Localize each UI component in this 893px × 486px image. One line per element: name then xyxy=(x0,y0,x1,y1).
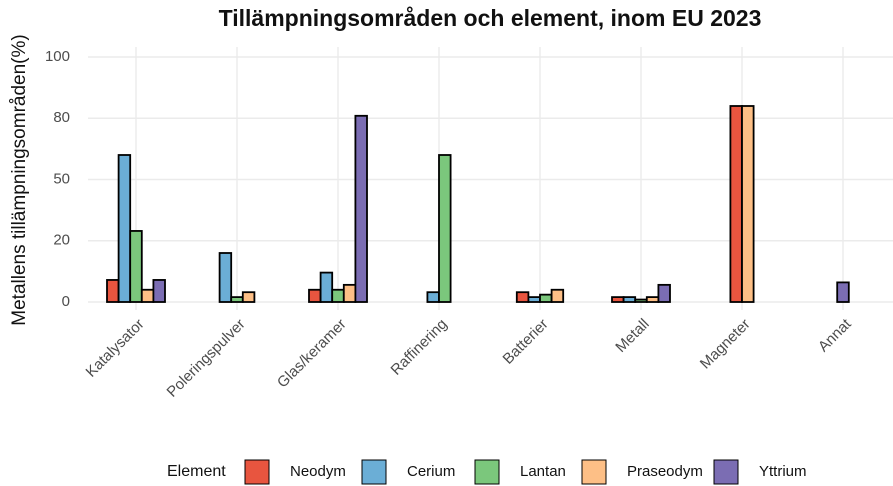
bar xyxy=(342,283,357,303)
x-tick-label: Metall xyxy=(612,316,652,356)
bar xyxy=(218,252,233,303)
bar xyxy=(354,114,368,303)
legend-swatch xyxy=(713,459,739,485)
legend-swatch xyxy=(361,459,387,485)
y-tick-label: 100 xyxy=(45,48,70,65)
legend-label: Yttrium xyxy=(759,463,807,480)
bar xyxy=(438,154,452,303)
x-tick-label: Annat xyxy=(815,315,855,355)
bar xyxy=(729,105,743,303)
legend-swatch xyxy=(581,459,607,485)
bar xyxy=(622,296,637,303)
chart-title: Tillämpningsområden och element, inom EU… xyxy=(219,5,762,31)
bar xyxy=(152,279,166,303)
bar xyxy=(331,288,345,303)
bar xyxy=(140,288,155,303)
bar xyxy=(657,283,671,303)
bar xyxy=(645,296,660,303)
y-tick-label: 80 xyxy=(53,109,70,126)
y-axis-title: Metallens tillämpningsområden(%) xyxy=(9,34,30,325)
bar xyxy=(611,296,625,303)
legend-label: Cerium xyxy=(407,463,455,480)
bar xyxy=(836,281,850,303)
legend-label: Lantan xyxy=(520,463,566,480)
bar xyxy=(106,279,120,303)
x-tick-label: Glas/keramer xyxy=(274,316,350,392)
bar xyxy=(117,154,132,303)
legend-title: Element xyxy=(167,463,226,480)
y-tick-label: 50 xyxy=(53,170,70,187)
x-tick-label: Raffinering xyxy=(388,316,451,379)
bar xyxy=(426,291,440,303)
bar xyxy=(741,105,755,303)
bar xyxy=(539,293,553,303)
x-tick-label: Magneter xyxy=(697,316,754,373)
x-tick-label: Katalysator xyxy=(83,316,148,381)
legend-label: Praseodym xyxy=(627,463,703,480)
legend-swatch xyxy=(474,459,500,485)
bar xyxy=(319,271,334,303)
y-tick-label: 20 xyxy=(53,232,70,249)
bar xyxy=(527,296,541,303)
x-tick-label: Batterier xyxy=(500,316,552,368)
x-tick-label: Poleringspulver xyxy=(164,316,249,401)
bar xyxy=(634,298,648,303)
bar xyxy=(550,288,565,303)
bar xyxy=(241,291,256,303)
bar xyxy=(308,288,322,303)
legend-label: Neodym xyxy=(290,463,346,480)
bar xyxy=(230,296,244,303)
bar xyxy=(129,230,143,303)
bar xyxy=(515,291,530,303)
y-tick-label: 0 xyxy=(62,293,70,310)
legend-swatch xyxy=(244,459,270,485)
